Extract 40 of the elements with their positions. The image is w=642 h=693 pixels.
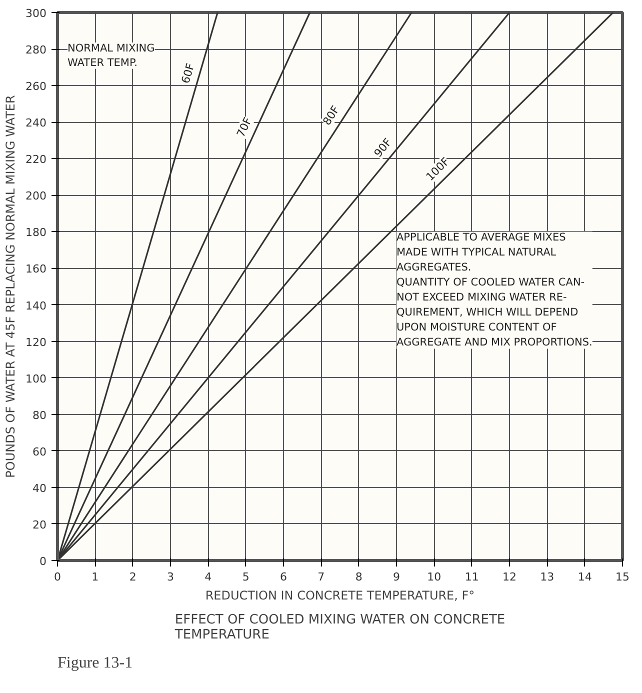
text: EFFECT OF COOLED MIXING WATER ON CONCRETE TEMPERATURE	[174, 612, 506, 642]
x-tick-label: 0	[54, 570, 61, 584]
y-tick-label: 80	[32, 408, 47, 422]
x-tick-label: 7	[318, 570, 325, 584]
x-tick-label: 12	[502, 570, 516, 584]
x-tick-label: 2	[129, 570, 136, 584]
y-tick-label: 240	[26, 116, 47, 130]
y-tick-label: 260	[26, 80, 47, 94]
y-tick-label: 100	[26, 372, 47, 386]
y-tick-label: 60	[32, 445, 47, 458]
x-axis-title: REDUCTION IN CONCRETE TEMPERATURE, F°	[205, 588, 475, 602]
y-tick-label: 140	[26, 299, 47, 312]
y-tick-label: 300	[26, 7, 47, 20]
y-axis-title: POUNDS OF WATER AT 45F REPLACING NORMAL MIXING WATER	[4, 95, 18, 478]
text: 60F	[179, 62, 198, 86]
y-tick-label: 120	[26, 336, 47, 349]
y-tick-label: 40	[32, 482, 47, 495]
y-tick-label: 0	[40, 555, 46, 568]
y-tick-label: 280	[26, 44, 47, 57]
annotation: APPLICABLE TO AVERAGE MIXES MADE WITH TYPICAL NATURAL AGGREGATES. QUANTITY OF COOLED WATER CAN- NOT EXCEED MIXING WATER RE- QUIREMENT, WHICH WILL DEPEND UPON MOISTURE CONTENT OF AGGREGATE AND MIX PROPORTIONS.	[396, 232, 592, 349]
x-tick-label: 1	[92, 570, 99, 584]
y-tick-label: 220	[26, 153, 47, 166]
x-tick-label: 6	[280, 570, 287, 584]
x-tick-label: 5	[242, 570, 250, 584]
x-tick-label: 10	[427, 570, 442, 584]
x-tick-label: 9	[393, 570, 400, 584]
text: 70F	[234, 115, 255, 140]
x-tick-label: 3	[167, 570, 174, 584]
y-tick-label: 20	[32, 518, 47, 532]
y-tick-label: 200	[26, 190, 47, 203]
x-tick-label: 11	[464, 570, 479, 584]
x-tick-label: 14	[578, 570, 592, 584]
x-tick-label: 4	[204, 570, 212, 584]
y-tick-label: 180	[26, 226, 47, 240]
annotation: NORMAL MIXING WATER TEMP.	[68, 42, 155, 69]
caption: Figure 13-1	[58, 654, 133, 672]
x-tick-label: 13	[540, 570, 554, 584]
y-tick-label: 160	[26, 262, 47, 276]
x-tick-label: 8	[355, 570, 362, 584]
x-tick-label: 15	[616, 570, 630, 584]
